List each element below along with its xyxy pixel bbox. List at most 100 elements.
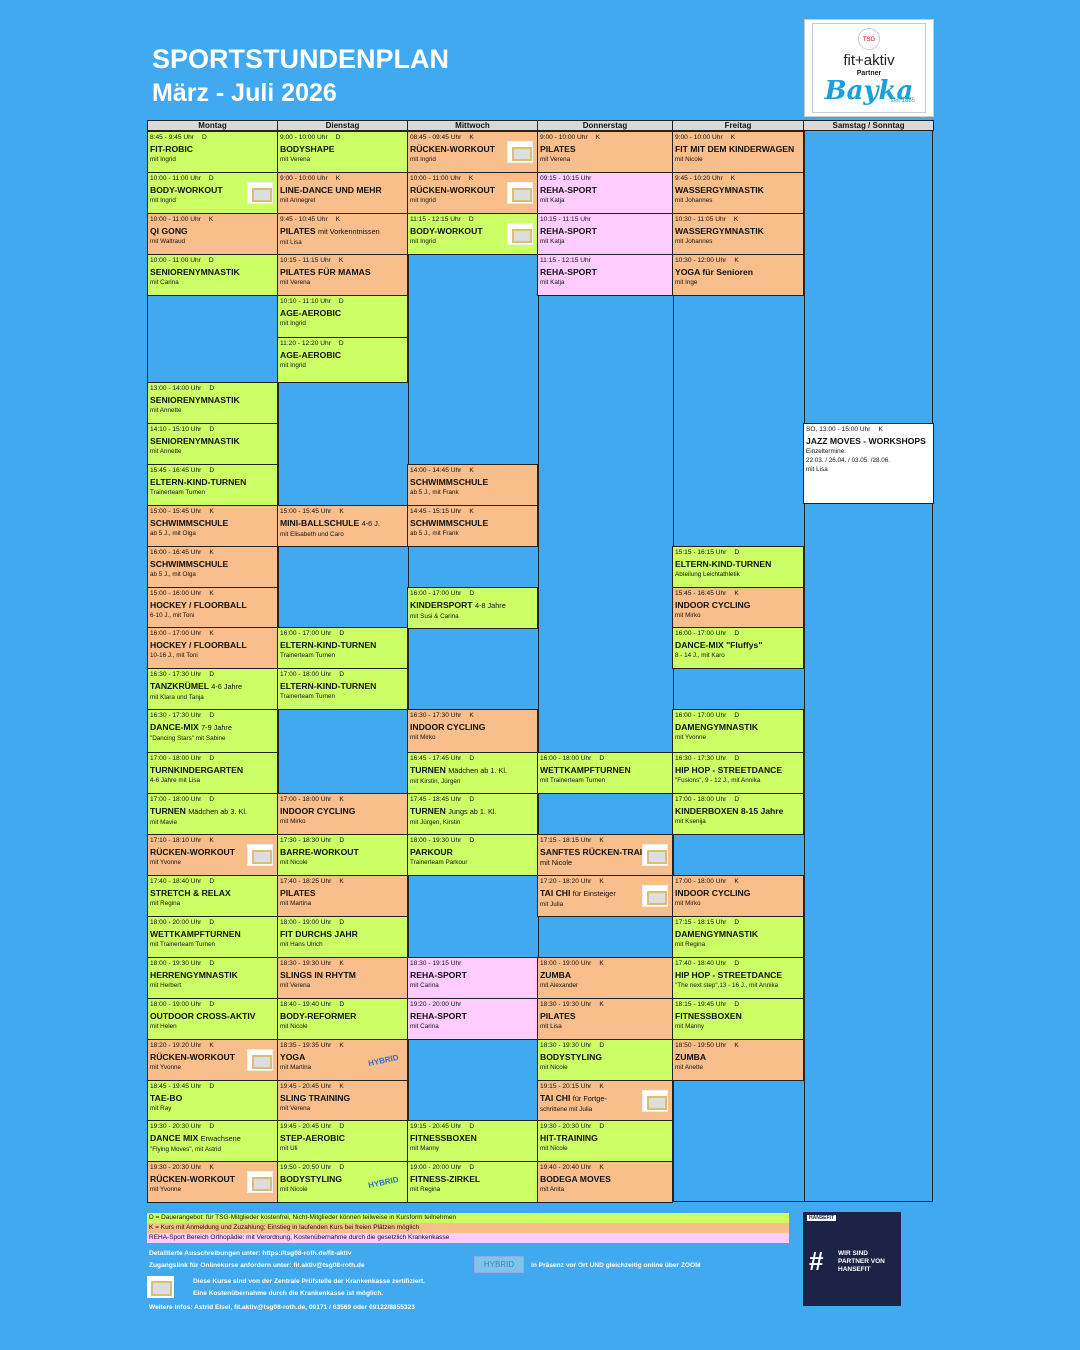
course-cell[interactable]: 18:00 - 19:00 Uhr D OUTDOOR CROSS-AKTIV mit… xyxy=(147,998,278,1040)
course-cell[interactable]: 15:45 - 16:45 Uhr D ELTERN-KIND-TURNEN Trai… xyxy=(147,464,278,506)
course-cell[interactable]: 16:00 - 17:00 Uhr K HOCKEY / FLOORBALL 10-1… xyxy=(147,627,278,669)
course-time-text: 9:00 - 10:00 Uhr xyxy=(675,134,723,141)
course-cell[interactable]: 17:10 - 18:10 Uhr K RÜCKEN-WORKOUT mit Yvon… xyxy=(147,834,278,876)
course-cell[interactable]: 10:30 - 11:05 Uhr K WASSERGYMNASTIK mit Joh… xyxy=(672,213,804,255)
course-cell[interactable]: 19:15 - 20:45 Uhr D FITNESSBOXEN mit Manny xyxy=(407,1120,538,1162)
course-cell[interactable]: 17:40 - 18:40 Uhr D HIP HOP - STREETDANCE "… xyxy=(672,957,804,999)
course-instructor: Abteilung Leichtathletik xyxy=(675,571,740,578)
course-cell[interactable]: 17:00 - 18:00 Uhr D KINDERBOXEN 8-15 Jahre… xyxy=(672,793,804,835)
course-cell[interactable]: 18:00 - 20:00 Uhr D WETTKAMPFTURNEN mit Tra… xyxy=(147,916,278,958)
course-cell[interactable]: 18:00 - 19:00 Uhr K ZUMBA mit Alexander xyxy=(537,957,673,999)
course-cell[interactable]: 8:45 - 9:45 Uhr D FIT-ROBIC mit Ingrid xyxy=(147,131,278,173)
course-cell[interactable]: 9:00 - 10:00 Uhr K PILATES mit Verena xyxy=(537,131,673,173)
course-time: 11:20 - 12:20 Uhr D xyxy=(280,340,405,347)
course-name: PILATES xyxy=(540,144,576,154)
course-cell[interactable]: 19:50 - 20:50 Uhr D BODYSTYLING mit Nicole H… xyxy=(277,1161,408,1203)
course-cell[interactable]: 19:30 - 20:30 Uhr K RÜCKEN-WORKOUT mit Yvon… xyxy=(147,1161,278,1203)
course-cell[interactable]: 18:30 - 19:15 Uhr REHA-SPORT mit Carina xyxy=(407,957,538,999)
course-cell[interactable]: 19:30 - 20:30 Uhr D DANCE MIX Erwachsene "F… xyxy=(147,1120,278,1162)
course-cell[interactable]: 15:45 - 16:45 Uhr K INDOOR CYCLING mit Mirk… xyxy=(672,587,804,629)
course-cell[interactable]: 17:40 - 18:40 Uhr D STRETCH & RELAX mit Reg… xyxy=(147,875,278,917)
course-name: FIT-ROBIC xyxy=(150,144,193,154)
course-cell[interactable]: 17:15 - 18:15 Uhr K SANFTES RÜCKEN-TRAININ… xyxy=(537,834,673,876)
course-cell[interactable]: 16:30 - 17:30 Uhr D TANZKRÜMEL 4-6 Jahre mi… xyxy=(147,668,278,710)
course-cell[interactable]: 19:30 - 20:30 Uhr D HIT-TRAINING mit Nicole xyxy=(537,1120,673,1162)
course-cell[interactable]: 18:30 - 19:30 Uhr D BODYSTYLING mit Nicole xyxy=(537,1039,673,1081)
course-cell[interactable]: 17:00 - 18:00 Uhr K INDOOR CYCLING mit Mirk… xyxy=(277,793,408,835)
course-cell[interactable]: 10:30 - 12:00 Uhr K YOGA für Senioren mit I… xyxy=(672,254,804,296)
course-cell[interactable]: 19:20 - 20:00 Uhr REHA-SPORT mit Carina xyxy=(407,998,538,1040)
certificate-icon xyxy=(642,1090,668,1112)
course-cell[interactable]: 19:45 - 20:45 Uhr D STEP-AEROBIC mit Uli xyxy=(277,1120,408,1162)
course-cell[interactable]: 16:00 - 18:00 Uhr D WETTKAMPFTURNEN mit Tra… xyxy=(537,752,673,794)
course-cell[interactable]: 18:35 - 19:35 Uhr K YOGA mit Martina HYBRID xyxy=(277,1039,408,1081)
course-cell[interactable]: 14:00 - 14:45 Uhr K SCHWIMMSCHULE ab 5 J., … xyxy=(407,464,538,506)
course-cell[interactable]: 16:00 - 17:00 Uhr D DANCE-MIX "Fluffys" 8 -… xyxy=(672,627,804,669)
course-cell[interactable]: 17:00 - 18:00 Uhr D TURNEN Mädchen ab 3. K… xyxy=(147,793,278,835)
online-access-info[interactable]: Zugangslink für Onlinekurse anfordern un… xyxy=(149,1262,365,1269)
course-cell[interactable]: 18:00 - 19:30 Uhr D HERRENGYMNASTIK mit Her… xyxy=(147,957,278,999)
course-cell[interactable]: 19:45 - 20:45 Uhr K SLING TRAINING mit Vere… xyxy=(277,1080,408,1122)
course-cell[interactable]: SO, 13:00 - 15:00 Uhr K JAZZ MOVES - WORKS… xyxy=(803,423,934,504)
course-cell[interactable]: 16:30 - 17:30 Uhr D DANCE-MIX 7-9 Jahre "Da… xyxy=(147,709,278,753)
course-cell[interactable]: 10:15 - 11:15 Uhr K PILATES FÜR MAMAS mit V… xyxy=(277,254,408,296)
course-cell[interactable]: 09:15 - 10:15 Uhr REHA-SPORT mit Katja xyxy=(537,172,673,214)
course-time: 16:00 - 16:45 Uhr K xyxy=(150,549,275,556)
course-cell[interactable]: 18:00 - 19:30 Uhr D PARKOUR Trainerteam Par… xyxy=(407,834,538,876)
course-cell[interactable]: 17:00 - 18:00 Uhr D ELTERN-KIND-TURNEN Trai… xyxy=(277,668,408,710)
course-cell[interactable]: 15:00 - 16:00 Uhr K HOCKEY / FLOORBALL 6-10… xyxy=(147,587,278,629)
course-cell[interactable]: 10:15 - 11:15 Uhr REHA-SPORT mit Katja xyxy=(537,213,673,255)
course-cell[interactable]: 9:45 - 10:20 Uhr K WASSERGYMNASTIK mit Joha… xyxy=(672,172,804,214)
course-cell[interactable]: 17:40 - 18:25 Uhr K PILATES mit Martina xyxy=(277,875,408,917)
course-cell[interactable]: 17:45 - 18:45 Uhr D TURNEN Jungs ab 1. Kl.… xyxy=(407,793,538,835)
course-cell[interactable]: 19:15 - 20:15 Uhr K TAI CHI für Fortge-sch… xyxy=(537,1080,673,1122)
course-cell[interactable]: 16:00 - 17:00 Uhr D KINDERSPORT 4-8 Jahre m… xyxy=(407,587,538,629)
course-cell[interactable]: 17:30 - 18:30 Uhr D BARRE-WORKOUT mit Nicol… xyxy=(277,834,408,876)
course-cell[interactable]: 16:00 - 16:45 Uhr K SCHWIMMSCHULE ab 5 J., … xyxy=(147,546,278,588)
course-cell[interactable]: 11:15 - 12:15 Uhr D BODY-WORKOUT mit Ingrid xyxy=(407,213,538,255)
course-cell[interactable]: 18:30 - 19:30 Uhr K PILATES mit Lisa xyxy=(537,998,673,1040)
course-cell[interactable]: 18:40 - 19:40 Uhr D BODY-REFORMER mit Nicol… xyxy=(277,998,408,1040)
course-cell[interactable]: 13:00 - 14:00 Uhr D SENIORENYMNASTIK mit An… xyxy=(147,382,278,424)
course-cell[interactable]: 17:20 - 18:20 Uhr K TAI CHI für Einsteiger… xyxy=(537,875,673,917)
course-cell[interactable]: 11:15 - 12:15 Uhr REHA-SPORT mit Katja xyxy=(537,254,673,296)
course-name: TURNKINDERGARTEN xyxy=(150,765,244,775)
course-extra: Erwachsene xyxy=(200,1134,241,1143)
course-cell[interactable]: 9:45 - 10:45 Uhr K PILATES mit Vorkenntnis… xyxy=(277,213,408,255)
course-cell[interactable]: 16:30 - 17:30 Uhr K INDOOR CYCLING mit Mirk… xyxy=(407,709,538,753)
course-cell[interactable]: 16:00 - 17:00 Uhr D DAMENGYMNASTIK mit Yvon… xyxy=(672,709,804,753)
course-cell[interactable]: 17:00 - 18:00 Uhr K INDOOR CYCLING mit Mirk… xyxy=(672,875,804,917)
course-cell[interactable]: 10:00 - 11:00 Uhr K QI GONG mit Waltraud xyxy=(147,213,278,255)
course-cell[interactable]: 17:15 - 18:15 Uhr D DAMENGYMNASTIK mit Regi… xyxy=(672,916,804,958)
course-cell[interactable]: 9:00 - 10:00 Uhr K FIT MIT DEM KINDERWAGEN… xyxy=(672,131,804,173)
course-cell[interactable]: 18:20 - 19:20 Uhr K RÜCKEN-WORKOUT mit Yvon… xyxy=(147,1039,278,1081)
course-cell[interactable]: 15:15 - 16:15 Uhr D ELTERN-KIND-TURNEN Abte… xyxy=(672,546,804,588)
course-cell[interactable]: 16:45 - 17:45 Uhr D TURNEN Mädchen ab 1. K… xyxy=(407,752,538,794)
course-kind: K xyxy=(469,712,474,719)
course-cell[interactable]: 18:00 - 19:00 Uhr D FIT DURCHS JAHR mit Han… xyxy=(277,916,408,958)
course-cell[interactable]: 10:00 - 11:00 Uhr D SENIORENYMNASTIK mit Ca… xyxy=(147,254,278,296)
course-cell[interactable]: 18:50 - 19:50 Uhr K ZUMBA mit Anette xyxy=(672,1039,804,1081)
course-cell[interactable]: 15:00 - 15:45 Uhr K MINI-BALLSCHULE 4-6 J.… xyxy=(277,505,408,547)
course-cell[interactable]: 16:30 - 17:30 Uhr D HIP HOP - STREETDANCE "… xyxy=(672,752,804,794)
tsg-seal-icon: TSG xyxy=(858,28,880,50)
course-cell[interactable]: 18:30 - 19:30 Uhr K SLINGS IN RHYTM mit Ver… xyxy=(277,957,408,999)
course-cell[interactable]: 19:40 - 20:40 Uhr K BODEGA MOVES mit Anita xyxy=(537,1161,673,1203)
course-cell[interactable]: 10:00 - 11:00 Uhr D BODY-WORKOUT mit Ingrid xyxy=(147,172,278,214)
course-cell[interactable]: 08:45 - 09:45 Uhr K RÜCKEN-WORKOUT mit Ingr… xyxy=(407,131,538,173)
course-cell[interactable]: 19:00 - 20:00 Uhr D FITNESS-ZIRKEL mit Regi… xyxy=(407,1161,538,1203)
course-cell[interactable]: 16:00 - 17:00 Uhr D ELTERN-KIND-TURNEN Trai… xyxy=(277,627,408,669)
course-cell[interactable]: 18:45 - 19:45 Uhr D TAE-BO mit Ray xyxy=(147,1080,278,1122)
course-cell[interactable]: 14:45 - 15:15 Uhr K SCHWIMMSCHULE ab 5 J., … xyxy=(407,505,538,547)
course-cell[interactable]: 14:10 - 15:10 Uhr D SENIORENYMNASTIK mit An… xyxy=(147,423,278,465)
course-cell[interactable]: 17:00 - 18:00 Uhr D TURNKINDERGARTEN 4-6 Ja… xyxy=(147,752,278,794)
course-cell[interactable]: 9:00 - 10:00 Uhr K LINE-DANCE UND MEHR mit … xyxy=(277,172,408,214)
course-cell[interactable]: 10:00 - 11:00 Uhr K RÜCKEN-WORKOUT mit Ingr… xyxy=(407,172,538,214)
details-link[interactable]: Detaillierte Ausschreibungen unter: http… xyxy=(149,1250,352,1257)
course-cell[interactable]: 9:00 - 10:00 Uhr D BODYSHAPE mit Verena xyxy=(277,131,408,173)
course-name: RÜCKEN-WORKOUT xyxy=(150,1052,235,1062)
course-cell[interactable]: 10:10 - 11:10 Uhr D AGE-AEROBIC mit Ingrid xyxy=(277,295,408,338)
course-cell[interactable]: 18:15 - 19:45 Uhr D FITNESSBOXEN mit Manny xyxy=(672,998,804,1040)
course-cell[interactable]: 15:00 - 15:45 Uhr K SCHWIMMSCHULE ab 5 J., … xyxy=(147,505,278,547)
course-cell[interactable]: 11:20 - 12:20 Uhr D AGE-AEROBIC mit Ingrid xyxy=(277,337,408,383)
